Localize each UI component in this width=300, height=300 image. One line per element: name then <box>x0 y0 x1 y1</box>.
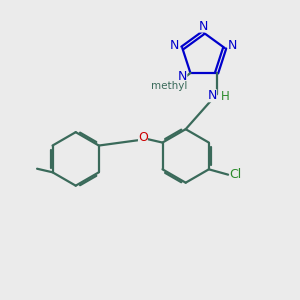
Text: Cl: Cl <box>230 168 242 181</box>
Text: N: N <box>199 20 208 33</box>
Text: N: N <box>228 38 237 52</box>
Text: N: N <box>208 89 217 102</box>
Text: methyl: methyl <box>152 81 188 91</box>
Text: N: N <box>170 38 179 52</box>
Text: H: H <box>220 90 229 103</box>
Text: N: N <box>178 70 188 83</box>
Text: O: O <box>138 131 148 144</box>
